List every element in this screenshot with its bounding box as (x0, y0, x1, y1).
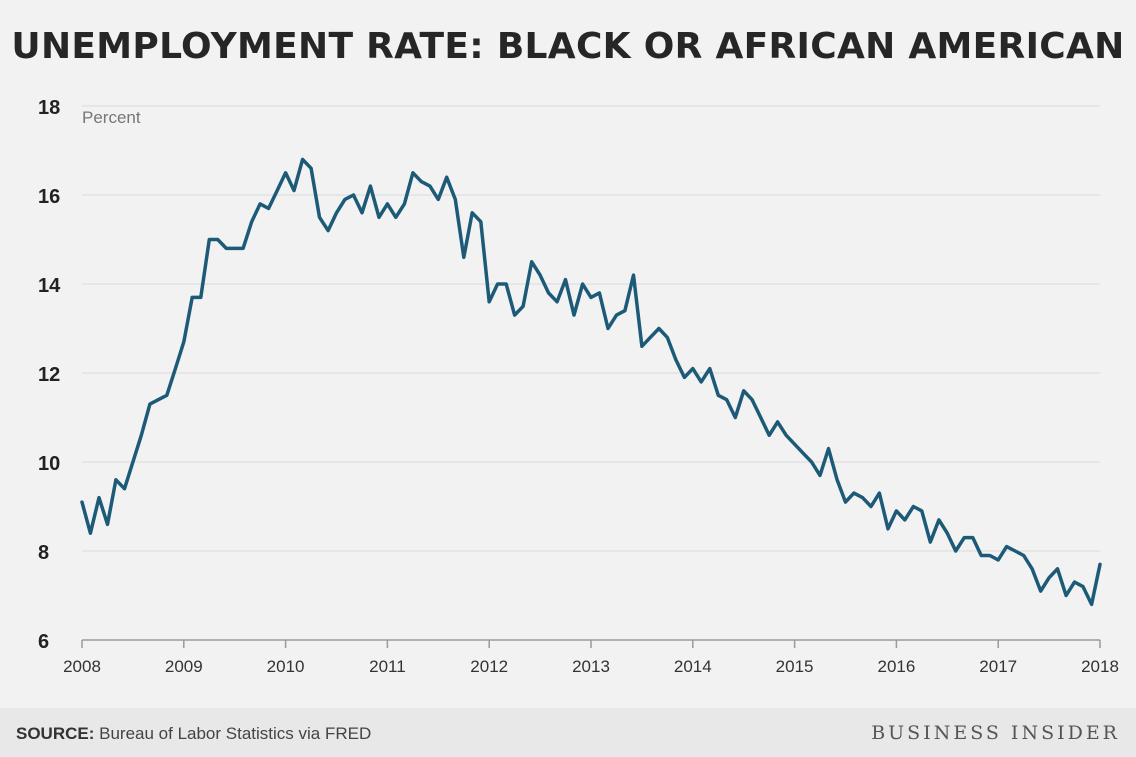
source-note: SOURCE: Bureau of Labor Statistics via F… (16, 724, 371, 744)
brand-logo: BUSINESS INSIDER (871, 722, 1120, 744)
y-tick-label: 12 (38, 364, 60, 386)
y-axis-label: Percent (82, 108, 141, 127)
source-text: Bureau of Labor Statistics via FRED (94, 724, 372, 743)
x-axis-ticks: 2008 2009 2010 2011 2012 2013 2014 2015 2016 2017… (63, 640, 1119, 676)
x-tick-label: 2010 (267, 657, 305, 676)
x-tick-label: 2012 (470, 657, 508, 676)
y-tick-label: 14 (38, 275, 61, 297)
x-tick-label: 2016 (877, 657, 915, 676)
x-tick-label: 2011 (369, 657, 406, 676)
chart-title: UNEMPLOYMENT RATE: BLACK OR AFRICAN AMER… (11, 26, 1125, 67)
y-tick-label: 16 (38, 186, 60, 208)
x-tick-label: 2009 (165, 657, 203, 676)
y-tick-label: 18 (38, 97, 60, 119)
line-chart: 6 8 10 12 14 16 18 2008 2009 2010 2011 2012 2013 201… (38, 97, 1119, 676)
x-tick-label: 2018 (1081, 657, 1119, 676)
y-tick-label: 8 (38, 542, 49, 564)
series-line (80, 157, 1102, 607)
x-tick-label: 2015 (776, 657, 814, 676)
y-axis-ticks: 6 8 10 12 14 16 18 (38, 97, 61, 653)
x-tick-label: 2014 (674, 657, 712, 676)
x-tick-label: 2013 (572, 657, 610, 676)
x-tick-label: 2008 (63, 657, 101, 676)
gridlines (82, 105, 1100, 641)
series-group (80, 157, 1102, 607)
y-tick-label: 6 (38, 631, 49, 653)
x-tick-label: 2017 (979, 657, 1017, 676)
footer: SOURCE: Bureau of Labor Statistics via F… (0, 708, 1136, 757)
y-tick-label: 10 (38, 453, 60, 475)
source-label: SOURCE: (16, 724, 95, 743)
